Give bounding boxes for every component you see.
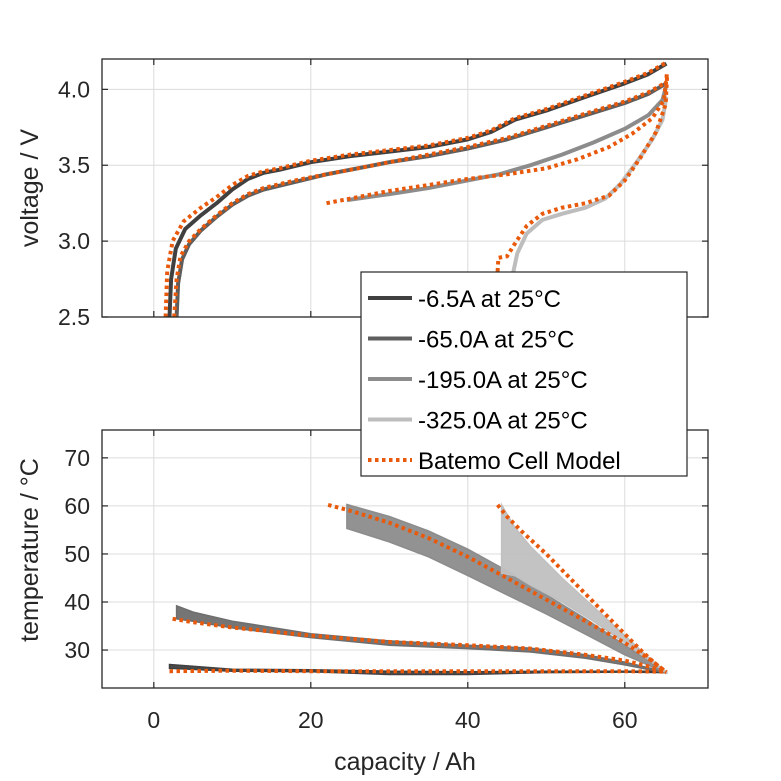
- legend-label: -195.0A at 25°C: [418, 367, 588, 394]
- model-series-2: [327, 502, 668, 674]
- legend-box: [360, 271, 688, 477]
- measured-series-2: [346, 84, 669, 203]
- legend-label: Batemo Cell Model: [418, 448, 621, 475]
- y-tick-label: 30: [64, 637, 90, 663]
- temperature-curves: [168, 502, 668, 676]
- y-tick-label: 3.5: [58, 152, 90, 178]
- legend-label: -65.0A at 25°C: [418, 327, 574, 354]
- y-tick-label: 2.5: [58, 304, 90, 330]
- x-tick-label: 40: [455, 707, 481, 733]
- measured-band-3: [500, 502, 668, 675]
- model-series-0: [169, 668, 667, 674]
- voltage-axes: 2.5 3.0 3.5 4.0 voltage / V: [16, 58, 709, 330]
- y-tick-label: 40: [64, 589, 90, 615]
- x-tick-label: 20: [298, 707, 324, 733]
- voltage-y-axis-label: voltage / V: [16, 129, 44, 247]
- legend: -6.5A at 25°C -65.0A at 25°C -195.0A at 25…: [360, 271, 688, 477]
- model-series-0: [163, 60, 669, 317]
- y-tick-label: 50: [64, 541, 90, 567]
- y-tick-label: 70: [64, 445, 90, 471]
- legend-label: -325.0A at 25°C: [418, 408, 588, 435]
- y-tick-label: 60: [64, 493, 90, 519]
- model-series-1: [172, 80, 669, 317]
- voltage-curves: [163, 60, 670, 317]
- temperature-y-axis-label: temperature / °C: [16, 458, 44, 642]
- capacity-x-axis-label: capacity / Ah: [334, 748, 476, 776]
- model-series-3: [496, 503, 668, 674]
- model-series-1: [172, 616, 668, 675]
- voltage-ticks: 2.5 3.0 3.5 4.0: [58, 59, 708, 330]
- measured-series-1: [174, 81, 668, 317]
- temperature-axes: 0 20 40 60 30 40 50 60 70 temperature / °C capac…: [16, 429, 709, 776]
- temperature-ticks: 0 20 40 60 30 40 50 60 70: [64, 430, 708, 733]
- y-tick-label: 3.0: [58, 228, 90, 254]
- legend-label: -6.5A at 25°C: [418, 286, 561, 313]
- model-series-2: [326, 70, 670, 206]
- x-tick-label: 60: [612, 707, 638, 733]
- y-tick-label: 4.0: [58, 76, 90, 102]
- x-tick-label: 0: [147, 707, 160, 733]
